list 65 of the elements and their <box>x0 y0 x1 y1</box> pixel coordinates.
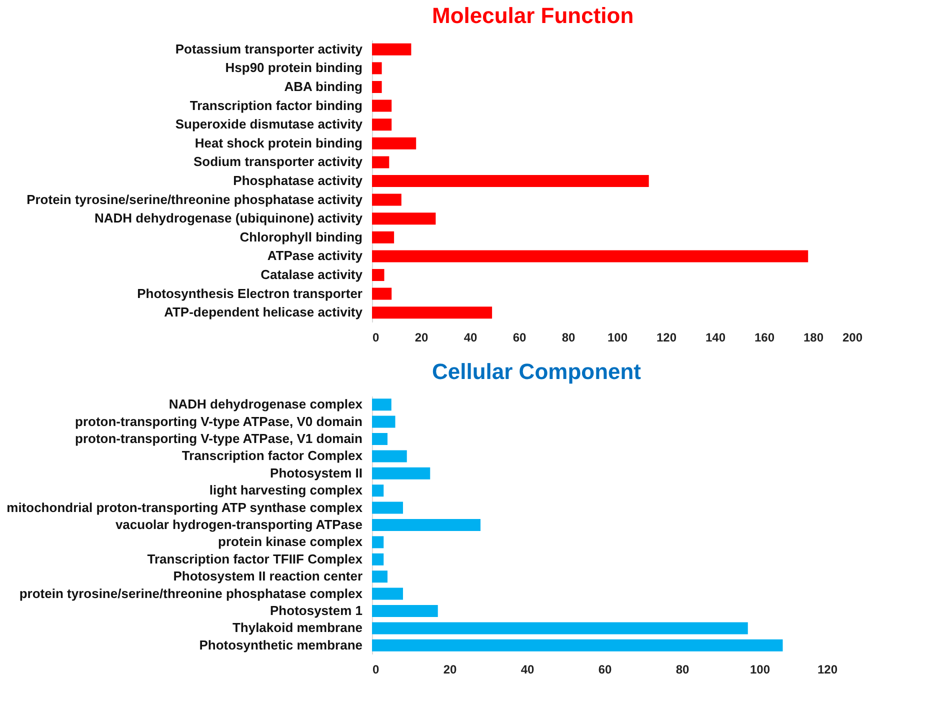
y-tick-label: mitochondrial proton-transporting ATP synthase complex <box>6 500 364 515</box>
bar <box>372 118 392 131</box>
x-tick-label: 0 <box>372 330 380 344</box>
x-tick-label: 80 <box>562 330 576 344</box>
y-tick-label: Photosynthetic membrane <box>199 637 362 652</box>
y-tick-label: Phosphatase activity <box>233 173 364 188</box>
x-tick-label: 100 <box>750 662 770 676</box>
y-tick-label: proton-transporting V-type ATPase, V1 domain <box>75 431 363 446</box>
x-tick-label: 100 <box>607 330 628 344</box>
y-tick-label: Chlorophyll binding <box>240 229 363 244</box>
y-tick-label: vacuolar hydrogen-transporting ATPase <box>115 517 362 532</box>
x-tick-label: 200 <box>842 330 863 344</box>
bar <box>372 81 382 93</box>
y-tick-label: Sodium transporter activity <box>193 154 364 170</box>
y-tick-label: protein tyrosine/serine/threonine phosphatase complex <box>19 586 364 601</box>
y-tick-label: Superoxide dismutase activity <box>175 116 364 132</box>
y-tick-label: Catalase activity <box>260 267 364 282</box>
y-tick-label: Heat shock protein binding <box>194 135 363 150</box>
x-tick-label: 180 <box>803 330 824 344</box>
bar <box>372 62 382 74</box>
bar <box>372 212 436 225</box>
chart-title: Molecular Function <box>432 3 634 28</box>
x-tick-label: 40 <box>520 662 534 676</box>
y-tick-label: proton-transporting V-type ATPase, V0 domain <box>75 414 363 429</box>
bar <box>372 269 384 281</box>
x-tick-label: 40 <box>464 330 478 344</box>
bar <box>372 100 392 112</box>
y-tick-label: Hsp90 protein binding <box>225 60 363 76</box>
x-tick-label: 80 <box>676 662 690 676</box>
x-tick-label: 60 <box>598 662 612 676</box>
y-tick-label: NADH dehydrogenase (ubiquinone) activity <box>94 210 364 226</box>
x-tick-label: 120 <box>817 662 838 676</box>
y-tick-label: NADH dehydrogenase complex <box>168 396 364 412</box>
y-tick-label: Potassium transporter activity <box>175 41 364 56</box>
bar <box>372 288 392 300</box>
x-tick-label: 20 <box>414 330 428 344</box>
x-tick-label: 60 <box>512 330 526 344</box>
bar <box>372 231 394 244</box>
bar <box>372 43 412 56</box>
x-tick-label: 140 <box>705 330 726 344</box>
y-tick-label: Transcription factor TFIIF Complex <box>147 551 364 566</box>
y-tick-label: ATPase activity <box>267 248 364 264</box>
y-tick-label: Transcription factor binding <box>190 98 363 113</box>
bar <box>372 175 649 187</box>
y-tick-label: Protein tyrosine/serine/threonine phosphatase activity <box>26 192 364 207</box>
y-tick-label: protein kinase complex <box>218 534 364 550</box>
x-tick-label: 20 <box>443 662 457 676</box>
y-tick-label: ATP-dependent helicase activity <box>164 304 364 320</box>
y-tick-label: ABA binding <box>284 79 363 94</box>
y-tick-label: Photosynthesis Electron transporter <box>137 286 362 301</box>
y-tick-label: light harvesting complex <box>209 482 364 498</box>
y-tick-label: Photosystem II reaction center <box>173 568 362 584</box>
bar <box>372 137 416 150</box>
bar <box>372 194 402 206</box>
bar <box>372 306 492 319</box>
x-tick-label: 160 <box>754 330 775 344</box>
y-tick-label: Photosystem 1 <box>270 603 362 618</box>
y-tick-label: Transcription factor Complex <box>182 448 364 464</box>
y-tick-label: Thylakoid membrane <box>232 620 362 636</box>
bar <box>372 156 390 168</box>
y-tick-label: Photosystem II <box>270 465 362 480</box>
x-tick-label: 120 <box>656 330 677 344</box>
chart-title: Cellular Component <box>432 359 642 384</box>
x-tick-label: 0 <box>372 662 380 676</box>
bar <box>372 250 808 262</box>
